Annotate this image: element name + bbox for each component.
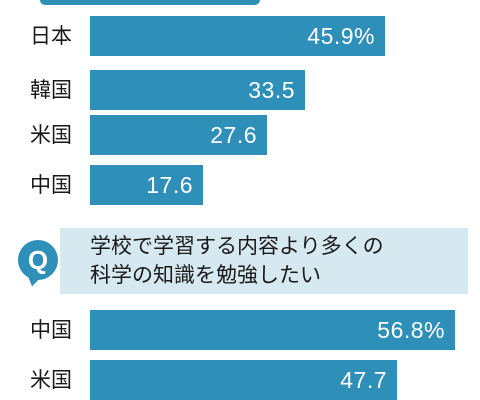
bar: 27.6	[90, 115, 267, 155]
question-text: 学校で学習する内容より多くの 科学の知識を勉強したい	[90, 234, 384, 287]
bar: 17.6	[90, 165, 203, 205]
bar-row: 米国 27.6	[0, 115, 480, 155]
bar: 33.5	[90, 70, 305, 110]
bar-row: 韓国 33.5	[0, 70, 480, 110]
category-label: 韓国	[30, 78, 72, 102]
question-box: 学校で学習する内容より多くの 科学の知識を勉強したい	[60, 228, 468, 294]
bar-row: 中国 56.8%	[0, 310, 480, 350]
category-label: 米国	[30, 368, 72, 392]
question-badge: Q	[18, 240, 58, 280]
bar: 47.7	[90, 360, 397, 400]
category-label: 中国	[30, 173, 72, 197]
category-label: 中国	[30, 318, 72, 342]
bar-value-label: 45.9%	[307, 23, 375, 49]
bar-row: 日本 45.9%	[0, 16, 480, 56]
category-label: 米国	[30, 123, 72, 147]
bar-value-label: 27.6	[210, 122, 257, 148]
category-label: 日本	[30, 24, 72, 48]
top-accent-bar	[40, 0, 260, 5]
bar-row: 米国 47.7	[0, 360, 480, 400]
bar: 45.9%	[90, 16, 385, 56]
bar-row: 中国 17.6	[0, 165, 480, 205]
bar: 56.8%	[90, 310, 455, 350]
bar-value-label: 17.6	[146, 172, 193, 198]
bar-value-label: 56.8%	[377, 317, 445, 343]
bar-value-label: 33.5	[248, 77, 295, 103]
bar-value-label: 47.7	[340, 367, 387, 393]
